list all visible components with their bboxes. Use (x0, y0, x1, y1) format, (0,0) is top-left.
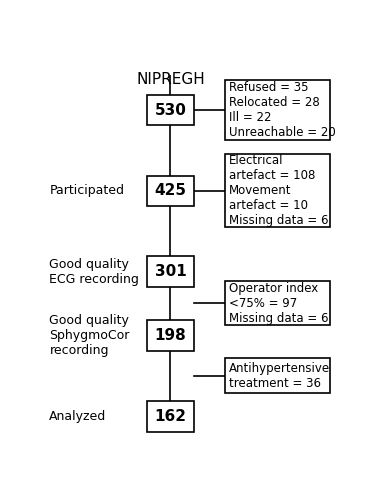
Text: Good quality
ECG recording: Good quality ECG recording (49, 258, 139, 286)
Text: Good quality
SphygmoCor
recording: Good quality SphygmoCor recording (49, 314, 130, 357)
Text: 530: 530 (154, 102, 186, 118)
Text: NIPREGH: NIPREGH (136, 72, 205, 86)
Text: Analyzed: Analyzed (49, 410, 107, 422)
FancyBboxPatch shape (147, 320, 193, 350)
Text: 425: 425 (154, 184, 186, 198)
Text: 301: 301 (155, 264, 186, 279)
Text: Electrical
artefact = 108
Movement
artefact = 10
Missing data = 6: Electrical artefact = 108 Movement artef… (229, 154, 328, 228)
Text: 198: 198 (155, 328, 186, 343)
FancyBboxPatch shape (147, 176, 193, 206)
Text: Participated: Participated (49, 184, 124, 198)
FancyBboxPatch shape (147, 256, 193, 287)
FancyBboxPatch shape (225, 281, 330, 326)
FancyBboxPatch shape (225, 154, 330, 228)
FancyBboxPatch shape (225, 80, 330, 140)
Text: 162: 162 (154, 408, 186, 424)
Text: Antihypertensive
treatment = 36: Antihypertensive treatment = 36 (229, 362, 330, 390)
FancyBboxPatch shape (147, 94, 193, 126)
Text: Refused = 35
Relocated = 28
Ill = 22
Unreachable = 20: Refused = 35 Relocated = 28 Ill = 22 Unr… (229, 81, 336, 139)
FancyBboxPatch shape (147, 400, 193, 432)
Text: Operator index
<75% = 97
Missing data = 6: Operator index <75% = 97 Missing data = … (229, 282, 328, 325)
FancyBboxPatch shape (225, 358, 330, 393)
